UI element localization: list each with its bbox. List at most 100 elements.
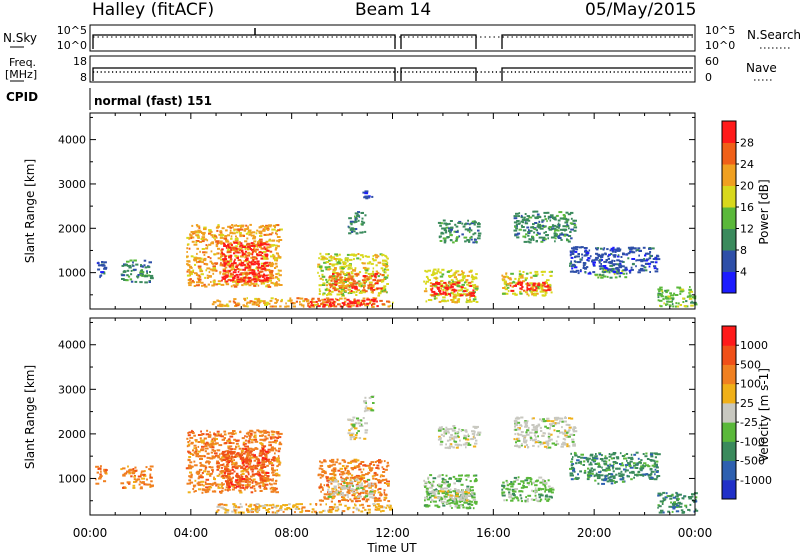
data-cell <box>613 273 616 276</box>
data-cell <box>328 278 331 281</box>
data-cell <box>538 220 541 223</box>
data-cell <box>355 491 359 494</box>
data-cell <box>369 302 371 305</box>
data-cell <box>618 264 623 267</box>
data-cell <box>253 270 256 273</box>
data-cell <box>522 221 524 224</box>
data-cell <box>227 254 232 257</box>
data-cell <box>227 440 232 443</box>
data-cell <box>235 465 240 468</box>
data-cell <box>249 503 253 506</box>
data-cell <box>326 298 331 301</box>
data-cell <box>372 270 375 273</box>
data-cell <box>270 449 275 452</box>
nave-tick-top: 60 <box>705 55 719 68</box>
data-cell <box>464 501 468 504</box>
data-cell <box>245 503 248 506</box>
data-cell <box>373 490 377 492</box>
data-cell <box>247 260 250 263</box>
data-cell <box>613 248 617 251</box>
data-cell <box>225 456 229 459</box>
data-cell <box>643 269 648 272</box>
data-cell <box>445 474 448 477</box>
data-cell <box>456 280 461 283</box>
data-cell <box>473 232 477 235</box>
data-cell <box>605 270 609 273</box>
data-cell <box>243 452 246 455</box>
data-cell <box>247 478 252 480</box>
data-cell <box>223 263 227 266</box>
data-cell <box>207 488 211 491</box>
data-cell <box>528 216 533 219</box>
data-cell <box>437 429 442 432</box>
data-cell <box>228 486 231 489</box>
data-cell <box>446 484 451 487</box>
data-cell <box>199 476 203 479</box>
data-cell <box>616 272 619 275</box>
data-cell <box>349 498 352 501</box>
data-cell <box>228 265 232 268</box>
data-cell <box>367 464 371 467</box>
data-cell <box>558 234 561 237</box>
data-cell <box>323 460 327 463</box>
data-cell <box>199 474 203 477</box>
data-cell <box>363 410 366 413</box>
data-cell <box>462 506 465 509</box>
data-cell <box>452 490 457 493</box>
data-cell <box>431 484 433 487</box>
data-cell <box>519 292 523 295</box>
data-cell <box>236 476 240 479</box>
data-cell <box>319 464 324 467</box>
data-cell <box>463 290 467 293</box>
data-cell <box>269 482 271 485</box>
data-cell <box>616 259 620 262</box>
data-cell <box>539 227 544 230</box>
data-cell <box>430 494 435 497</box>
data-cell <box>340 476 343 479</box>
data-cell <box>205 461 208 464</box>
data-cell <box>383 506 386 509</box>
data-cell <box>248 505 252 508</box>
data-cell <box>274 298 277 300</box>
data-cell <box>346 298 350 301</box>
data-cell <box>280 300 283 303</box>
data-cell <box>332 268 337 271</box>
data-cell <box>251 231 256 234</box>
data-cell <box>274 301 278 304</box>
data-region <box>221 241 270 283</box>
data-cell <box>546 279 550 282</box>
data-cell <box>571 247 575 250</box>
data-cell <box>649 251 652 253</box>
data-cell <box>197 229 201 232</box>
data-cell <box>528 230 532 233</box>
data-cell <box>532 235 535 238</box>
data-cell <box>368 483 371 486</box>
data-cell <box>364 304 368 307</box>
data-cell <box>207 283 210 286</box>
data-cell <box>194 450 198 453</box>
data-cell <box>322 470 325 473</box>
data-cell <box>447 281 450 284</box>
data-cell <box>364 431 368 434</box>
data-cell <box>444 231 448 234</box>
data-cell <box>539 498 543 501</box>
data-cell <box>244 468 248 471</box>
data-cell <box>386 461 389 464</box>
data-cell <box>277 509 280 512</box>
data-cell <box>545 281 548 284</box>
data-cell <box>522 235 526 238</box>
data-cell <box>188 431 192 434</box>
data-cell <box>258 468 263 471</box>
data-cell <box>629 271 632 274</box>
data-cell <box>522 280 526 283</box>
data-cell <box>351 291 355 293</box>
data-cell <box>350 227 354 230</box>
data-cell <box>276 465 279 468</box>
data-cell <box>575 246 579 249</box>
data-cell <box>355 487 360 490</box>
data-cell <box>356 459 360 462</box>
data-cell <box>563 216 566 219</box>
data-cell <box>186 437 189 440</box>
data-cell <box>445 443 447 446</box>
data-cell <box>228 432 232 435</box>
